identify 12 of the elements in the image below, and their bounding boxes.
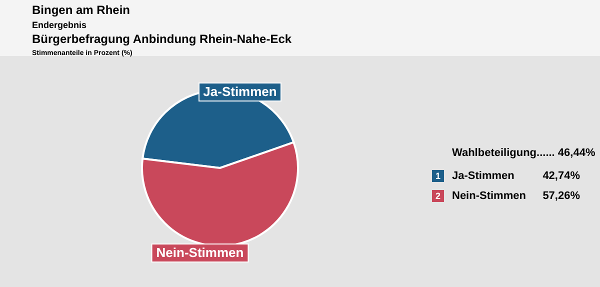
text: Bürgerbefragung Anbindung Rhein-Nahe-Eck	[32, 32, 292, 46]
text: Endergebnis	[32, 20, 87, 30]
legend-label: Ja-Stimmen	[452, 170, 515, 182]
data-label: 42,74%	[542, 170, 580, 182]
text: Wahlbeteiligung...... 46,44%	[452, 147, 596, 159]
legend-label: Nein-Stimmen	[452, 190, 526, 202]
slice-label: Ja-Stimmen	[203, 84, 277, 99]
data-label: 57,26%	[542, 190, 580, 202]
chart-title: Bingen am Rhein	[32, 3, 130, 17]
text: 1	[435, 171, 441, 181]
slice-label: Nein-Stimmen	[156, 245, 244, 260]
text: 2	[435, 191, 441, 201]
